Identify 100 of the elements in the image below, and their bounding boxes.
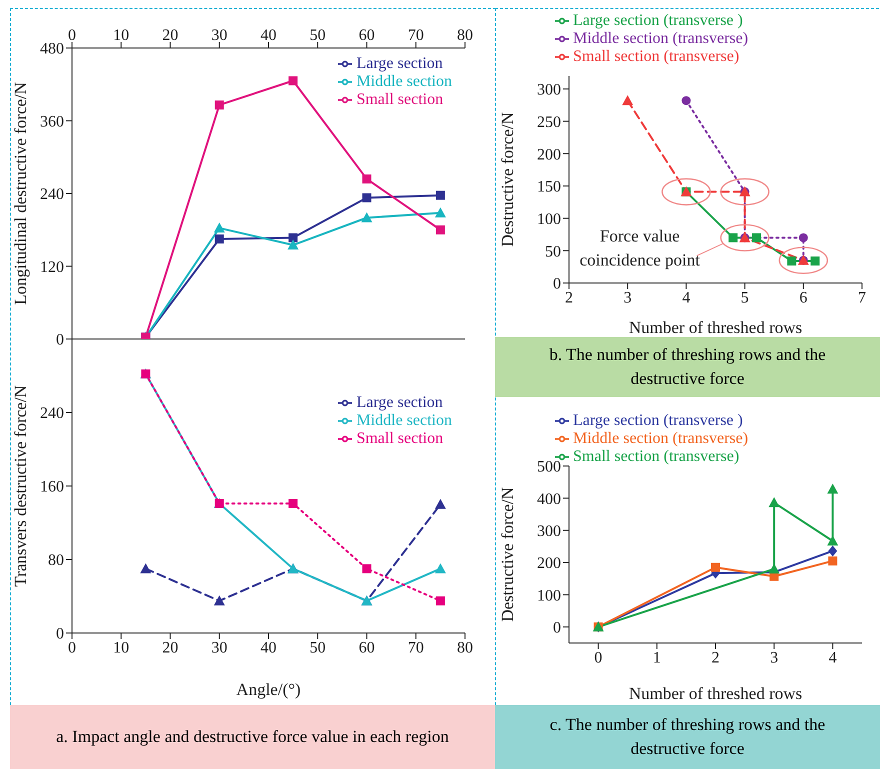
- legend-label: Small section (transverse): [573, 48, 740, 65]
- legend-label: Large section (transverse ): [573, 12, 743, 29]
- x-tick-label: 80: [457, 639, 473, 656]
- y-tick-label: 150: [537, 178, 561, 196]
- legend-label: Small section: [356, 430, 444, 447]
- x-tick-label: 7: [858, 289, 866, 306]
- y-tick-label: 300: [537, 82, 561, 99]
- text: a. Impact angle and destructive force value in each region: [10, 705, 495, 769]
- point: [214, 595, 225, 606]
- x-tick-label: 80: [457, 27, 473, 44]
- y-axis-title: Transvers destructive force/N: [11, 385, 30, 587]
- point: [434, 563, 446, 574]
- y-tick-label: 0: [553, 276, 561, 293]
- legend-label: Middle section: [356, 412, 452, 429]
- point: [362, 564, 372, 574]
- point: [288, 498, 298, 508]
- x-tick-label: 60: [358, 27, 375, 44]
- x-tick-label: 30: [211, 27, 228, 44]
- y-tick-label: 200: [537, 555, 561, 572]
- x-tick-label: 0: [68, 639, 76, 656]
- annotation: Force value coincidence point: [580, 226, 700, 270]
- y-tick-label: 120: [40, 258, 64, 276]
- point: [752, 233, 762, 242]
- x-tick-label: 2: [565, 289, 573, 306]
- point: [768, 563, 780, 574]
- point: [362, 174, 372, 184]
- x-tick-label: 4: [828, 649, 837, 666]
- legend-label: Large section (transverse ): [573, 412, 743, 429]
- point: [436, 225, 445, 234]
- point: [787, 256, 796, 266]
- point: [434, 498, 446, 509]
- point: [768, 497, 780, 508]
- y-tick-label: 0: [553, 620, 561, 637]
- x-tick-label: 20: [162, 27, 178, 44]
- point: [728, 233, 738, 242]
- y-tick-label: 0: [56, 332, 64, 349]
- y-axis-title: Longitudinal destructive force/N: [11, 82, 30, 305]
- x-tick-label: 20: [162, 639, 178, 656]
- point: [362, 193, 372, 202]
- x-tick-label: 50: [310, 639, 326, 656]
- point: [140, 563, 152, 574]
- text: b. The number of threshing rows and the destructive force: [495, 337, 880, 397]
- point: [810, 256, 820, 266]
- x-tick-label: 60: [358, 639, 375, 656]
- y-tick-label: 360: [40, 113, 64, 130]
- point: [436, 190, 445, 200]
- x-tick-label: 6: [799, 289, 808, 306]
- point: [288, 240, 299, 250]
- y-tick-label: 300: [537, 523, 561, 540]
- point: [288, 76, 298, 86]
- legend-label: Small section (transverse): [573, 448, 740, 465]
- y-axis-title: Destructive force/N: [498, 112, 518, 247]
- y-tick-label: 100: [537, 210, 561, 228]
- y-tick-label: 200: [537, 146, 561, 164]
- point: [361, 212, 372, 222]
- y-tick-label: 0: [56, 626, 64, 643]
- point: [288, 233, 298, 242]
- legend-label: Middle section (transverse): [573, 430, 748, 447]
- point: [798, 233, 808, 242]
- y-tick-label: 240: [40, 186, 64, 204]
- point: [622, 95, 634, 106]
- x-tick-label: 10: [113, 639, 130, 656]
- y-tick-label: 100: [537, 587, 561, 604]
- x-tick-label: 4: [682, 289, 690, 306]
- y-tick-label: 480: [40, 40, 64, 58]
- x-tick-label: 5: [740, 289, 749, 306]
- x-tick-label: 50: [310, 27, 326, 44]
- y-tick-label: 240: [40, 405, 64, 422]
- y-tick-label: 500: [537, 458, 561, 476]
- legend-label: Middle section (transverse): [573, 30, 748, 47]
- legend-label: Large section: [356, 55, 443, 72]
- point: [828, 545, 838, 556]
- y-tick-label: 80: [48, 552, 64, 570]
- point: [436, 596, 445, 606]
- point: [827, 535, 838, 546]
- point: [828, 556, 838, 566]
- legend-label: Small section: [356, 91, 444, 108]
- legend-label: Large section: [356, 394, 443, 411]
- y-tick-label: 400: [537, 490, 561, 508]
- point: [827, 484, 838, 494]
- point: [214, 100, 224, 110]
- x-tick-label: 3: [624, 289, 632, 306]
- text: c. The number of threshing rows and the destructive force: [495, 705, 880, 769]
- x-tick-label: 2: [712, 649, 720, 666]
- y-tick-label: 50: [545, 243, 561, 260]
- y-axis-title: Destructive force/N: [498, 487, 518, 622]
- point: [682, 96, 691, 106]
- x-tick-label: 40: [260, 27, 276, 44]
- x-tick-label: 70: [408, 27, 424, 44]
- x-tick-label: 0: [68, 27, 76, 44]
- x-tick-label: 10: [113, 27, 130, 44]
- x-tick-label: 0: [594, 649, 602, 666]
- legend-label: Middle section: [356, 73, 452, 90]
- point: [434, 207, 446, 218]
- y-tick-label: 160: [40, 478, 64, 496]
- x-tick-label: 70: [408, 639, 424, 656]
- x-tick-label: 3: [770, 649, 778, 666]
- x-tick-label: 30: [211, 639, 228, 656]
- x-axis-title: Number of threshed rows: [628, 684, 802, 703]
- y-tick-label: 250: [537, 114, 561, 131]
